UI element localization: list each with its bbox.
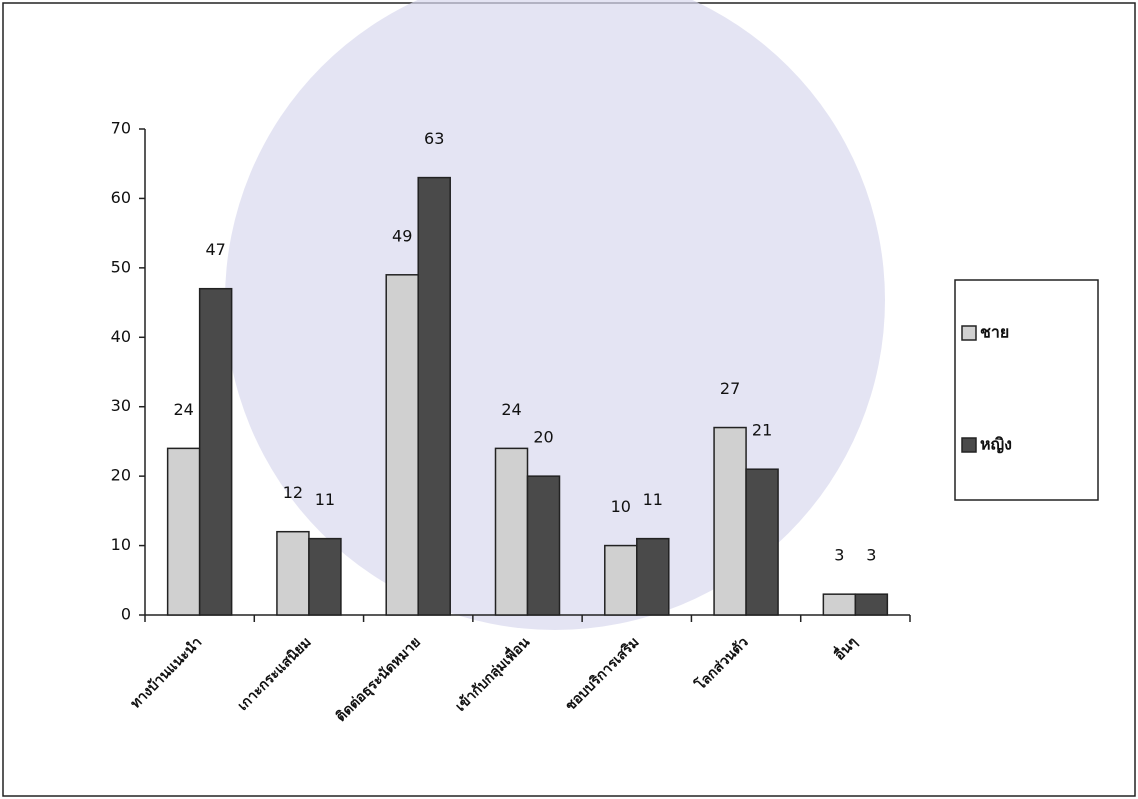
value-label: 24 — [501, 400, 521, 419]
y-tick-label: 70 — [111, 119, 131, 138]
legend-swatch — [961, 325, 977, 341]
value-label: 20 — [533, 428, 553, 447]
value-label: 21 — [752, 421, 772, 440]
value-label: 24 — [173, 400, 193, 419]
value-label: 63 — [424, 129, 444, 148]
y-tick-label: 10 — [111, 535, 131, 554]
bar — [385, 274, 419, 616]
legend-label: ชาย — [980, 323, 1009, 342]
y-tick-label: 20 — [111, 466, 131, 485]
bar — [494, 447, 529, 616]
value-label: 49 — [392, 226, 412, 245]
bar — [745, 468, 779, 616]
legend-label: หญิง — [980, 435, 1012, 455]
y-tick-label: 30 — [111, 396, 131, 415]
bar — [308, 537, 342, 616]
legend-swatch — [961, 437, 977, 453]
value-label: 27 — [720, 379, 740, 398]
value-label: 11 — [643, 490, 663, 509]
bar — [198, 287, 233, 616]
bar — [276, 530, 310, 616]
bar — [417, 176, 451, 616]
legend-box — [954, 279, 1099, 501]
y-tick-label: 50 — [111, 257, 131, 276]
y-tick-label: 40 — [111, 327, 131, 346]
bar — [526, 475, 561, 616]
bar — [854, 593, 889, 616]
y-tick-label: 60 — [111, 188, 131, 207]
bar — [604, 544, 638, 616]
bar — [822, 593, 857, 616]
bar — [636, 537, 670, 616]
value-label: 3 — [834, 546, 844, 565]
y-tick-label: 0 — [121, 605, 131, 624]
value-label: 3 — [866, 546, 876, 565]
bar — [713, 426, 747, 616]
bar — [166, 447, 201, 616]
value-label: 11 — [315, 490, 335, 509]
value-label: 12 — [283, 483, 303, 502]
value-label: 10 — [611, 497, 631, 516]
value-label: 47 — [205, 240, 225, 259]
